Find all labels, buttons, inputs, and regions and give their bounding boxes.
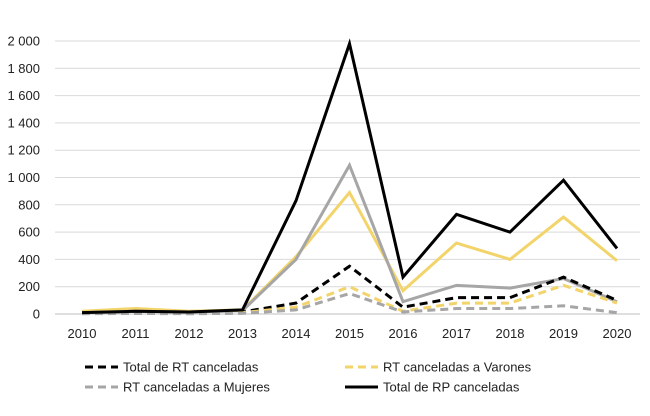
y-tick-label: 600 (18, 225, 40, 240)
legend-label: Total de RP canceladas (383, 380, 520, 395)
y-tick-label: 2 000 (7, 34, 40, 49)
series-line-3 (81, 283, 618, 315)
y-tick-label: 0 (33, 307, 40, 322)
x-tick-label: 2011 (122, 326, 150, 341)
legend-label: Total de RT canceladas (123, 360, 259, 375)
x-tick-label: 2016 (389, 326, 418, 341)
series-line-2 (81, 264, 618, 315)
x-tick-label: 2018 (496, 326, 525, 341)
x-tick-label: 2015 (335, 326, 364, 341)
x-tick-label: 2014 (282, 326, 311, 341)
y-tick-label: 1 800 (7, 61, 40, 76)
y-tick-label: 200 (18, 279, 40, 294)
legend-label: RT canceladas a Varones (383, 360, 532, 375)
y-tick-label: 1 000 (7, 170, 40, 185)
y-tick-label: 1 200 (7, 143, 40, 158)
y-tick-label: 400 (18, 252, 40, 267)
x-tick-label: 2012 (175, 326, 204, 341)
x-tick-label: 2013 (228, 326, 257, 341)
y-tick-label: 1 600 (7, 88, 40, 103)
y-tick-label: 1 400 (7, 115, 40, 130)
x-tick-label: 2020 (603, 326, 632, 341)
gridlines (55, 40, 640, 315)
series-lines (81, 38, 619, 316)
x-axis-ticks: 2010 2011 2012 2013 2014 2015 2016 2017 2018 2019… (68, 326, 632, 341)
x-tick-label: 2010 (68, 326, 97, 341)
legend-label: RT canceladas a Mujeres (123, 380, 270, 395)
y-tick-label: 800 (18, 197, 40, 212)
y-axis-ticks: 0 200 400 600 800 1 000 1 200 1 400 1 600 1 800 2 … (7, 34, 40, 322)
legend: Total de RT canceladas RT canceladas a Va… (85, 360, 532, 395)
x-tick-label: 2019 (549, 326, 578, 341)
series-line-5 (81, 38, 619, 315)
x-tick-label: 2017 (442, 326, 471, 341)
series-line-0 (81, 189, 618, 313)
